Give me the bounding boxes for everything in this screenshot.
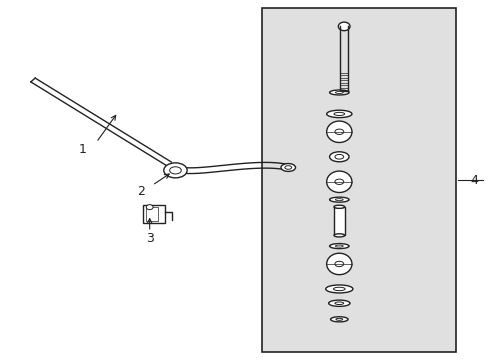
- Ellipse shape: [163, 163, 187, 178]
- Bar: [142, 205, 164, 223]
- Ellipse shape: [335, 199, 343, 201]
- Ellipse shape: [335, 245, 343, 247]
- Ellipse shape: [335, 318, 342, 320]
- Text: 1: 1: [79, 143, 87, 156]
- Ellipse shape: [329, 197, 348, 202]
- Ellipse shape: [335, 91, 343, 94]
- Ellipse shape: [326, 110, 351, 118]
- Ellipse shape: [329, 152, 348, 162]
- Ellipse shape: [326, 171, 351, 193]
- Ellipse shape: [329, 244, 348, 249]
- Ellipse shape: [334, 261, 343, 267]
- Ellipse shape: [326, 121, 351, 143]
- Ellipse shape: [333, 287, 345, 291]
- Bar: [333, 207, 344, 235]
- Ellipse shape: [334, 179, 343, 184]
- Ellipse shape: [281, 163, 295, 171]
- Ellipse shape: [330, 317, 347, 322]
- Ellipse shape: [325, 285, 352, 293]
- Bar: [261, 8, 455, 352]
- Ellipse shape: [334, 302, 343, 305]
- Text: 3: 3: [145, 232, 153, 245]
- Circle shape: [146, 204, 153, 210]
- Ellipse shape: [329, 90, 348, 95]
- Ellipse shape: [334, 129, 343, 134]
- Ellipse shape: [333, 205, 344, 208]
- Ellipse shape: [333, 234, 344, 237]
- Ellipse shape: [334, 154, 343, 159]
- Ellipse shape: [326, 253, 351, 275]
- Bar: [145, 207, 158, 221]
- Circle shape: [338, 22, 349, 31]
- Ellipse shape: [285, 166, 291, 169]
- Ellipse shape: [328, 300, 349, 306]
- Text: 2: 2: [137, 185, 145, 198]
- Text: 4: 4: [469, 174, 477, 186]
- Ellipse shape: [333, 112, 344, 116]
- Ellipse shape: [169, 167, 181, 174]
